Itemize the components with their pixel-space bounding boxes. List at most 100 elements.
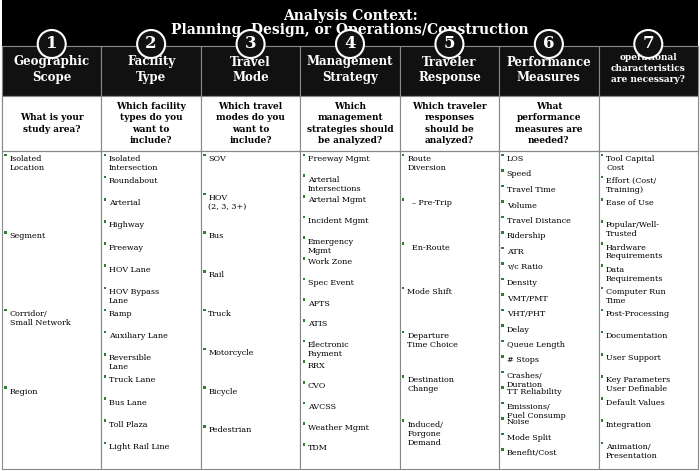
Bar: [601, 353, 603, 356]
Bar: [102, 46, 201, 96]
Text: Auxiliary Lane: Auxiliary Lane: [109, 332, 168, 340]
Bar: [203, 386, 206, 389]
Bar: [203, 425, 206, 428]
Text: RRX: RRX: [308, 362, 326, 370]
Bar: [300, 46, 400, 469]
Text: Arterial Mgmt: Arterial Mgmt: [308, 196, 366, 204]
Bar: [499, 46, 598, 469]
Text: Work Zone: Work Zone: [308, 258, 352, 266]
Text: Computer Run
Time: Computer Run Time: [606, 288, 666, 305]
Bar: [501, 448, 504, 451]
Bar: [300, 96, 400, 151]
Text: 7: 7: [643, 35, 654, 52]
Circle shape: [237, 30, 265, 58]
Text: ATIS: ATIS: [308, 320, 327, 328]
Bar: [203, 193, 206, 195]
Text: Integration: Integration: [606, 421, 652, 429]
Bar: [501, 402, 504, 404]
Bar: [104, 375, 106, 378]
Bar: [4, 309, 7, 311]
Bar: [104, 242, 106, 245]
Text: 6: 6: [543, 35, 554, 52]
Bar: [104, 198, 106, 201]
Bar: [501, 433, 504, 435]
Text: Volume: Volume: [507, 202, 536, 210]
Bar: [499, 96, 598, 151]
Bar: [104, 309, 106, 311]
Bar: [601, 331, 603, 333]
Text: Crashes/
Duration: Crashes/ Duration: [507, 372, 542, 389]
Text: What
performance
measures are
needed?: What performance measures are needed?: [515, 102, 582, 145]
Bar: [501, 185, 504, 187]
Bar: [4, 154, 7, 156]
Text: Key Parameters
User Definable: Key Parameters User Definable: [606, 376, 670, 393]
Bar: [402, 375, 405, 378]
Bar: [4, 231, 7, 234]
Text: CVO: CVO: [308, 382, 326, 390]
Text: Electronic
Payment: Electronic Payment: [308, 341, 349, 358]
Bar: [203, 270, 206, 273]
Text: Tool Capital
Cost: Tool Capital Cost: [606, 155, 655, 172]
Bar: [402, 154, 405, 156]
Text: Emissions/
Fuel Consump: Emissions/ Fuel Consump: [507, 403, 566, 420]
Bar: [302, 257, 305, 260]
Bar: [302, 381, 305, 383]
Bar: [302, 236, 305, 239]
Text: What
operational
characteristics
are necessary?: What operational characteristics are nec…: [611, 43, 686, 84]
Bar: [400, 46, 499, 96]
Text: Performance
Measures: Performance Measures: [507, 56, 592, 84]
Bar: [104, 220, 106, 223]
Bar: [402, 420, 405, 422]
Text: Weather Mgmt: Weather Mgmt: [308, 424, 369, 431]
Bar: [402, 198, 405, 201]
Bar: [601, 154, 603, 156]
Text: Arterial: Arterial: [109, 199, 140, 207]
Bar: [104, 331, 106, 333]
Circle shape: [535, 30, 563, 58]
Text: Corridor/
Small Network: Corridor/ Small Network: [10, 310, 70, 327]
Text: TDM: TDM: [308, 444, 328, 452]
Text: Facility
Type: Facility Type: [127, 56, 175, 84]
Circle shape: [634, 30, 662, 58]
Bar: [203, 348, 206, 350]
Text: Arterial
Intersections: Arterial Intersections: [308, 176, 361, 193]
Bar: [501, 386, 504, 389]
Bar: [302, 360, 305, 363]
Text: LOS: LOS: [507, 155, 524, 163]
Bar: [601, 220, 603, 223]
Text: Mode Shift: Mode Shift: [407, 288, 452, 296]
Bar: [501, 293, 504, 296]
Text: Spec Event: Spec Event: [308, 279, 354, 287]
Bar: [2, 46, 101, 96]
Text: Traveler
Response: Traveler Response: [418, 56, 481, 84]
Bar: [104, 176, 106, 179]
Text: Freeway Mgmt: Freeway Mgmt: [308, 155, 370, 163]
Text: Density: Density: [507, 279, 538, 287]
Bar: [4, 386, 7, 389]
Text: 5: 5: [444, 35, 455, 52]
Text: Light Rail Line: Light Rail Line: [109, 443, 169, 451]
Text: Reversible
Lane: Reversible Lane: [109, 354, 152, 371]
Text: Travel
Mode: Travel Mode: [230, 56, 271, 84]
Text: # Stops: # Stops: [507, 357, 538, 365]
Bar: [501, 417, 504, 420]
Text: Departure
Time Choice: Departure Time Choice: [407, 332, 458, 349]
Bar: [501, 247, 504, 249]
Bar: [302, 278, 305, 280]
Bar: [598, 96, 698, 151]
Text: APTS: APTS: [308, 300, 330, 308]
Text: Isolated
Intersection: Isolated Intersection: [109, 155, 158, 172]
Bar: [501, 262, 504, 265]
Bar: [402, 287, 405, 289]
Text: Data
Requirements: Data Requirements: [606, 266, 664, 283]
Text: Ridership: Ridership: [507, 233, 546, 241]
Text: Default Values: Default Values: [606, 398, 665, 406]
Text: Speed: Speed: [507, 171, 532, 179]
Text: Region: Region: [10, 388, 38, 396]
Bar: [302, 443, 305, 446]
Bar: [598, 46, 698, 469]
Text: Which travel
modes do you
want to
include?: Which travel modes do you want to includ…: [216, 102, 285, 145]
Text: – Pre-Trip: – Pre-Trip: [407, 199, 452, 207]
Text: Analysis Context:: Analysis Context:: [283, 9, 417, 23]
Bar: [2, 0, 698, 46]
